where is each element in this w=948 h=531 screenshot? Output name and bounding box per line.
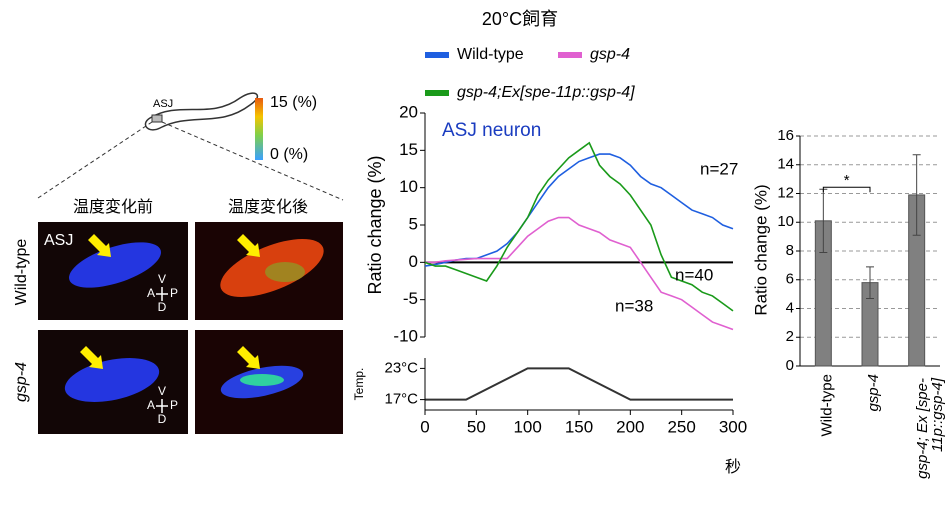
x-tick-label: 250: [667, 417, 695, 436]
chart-title: 20°C飼育: [482, 9, 558, 29]
axis-a: A: [147, 286, 155, 300]
error-bar: [912, 154, 921, 236]
arrows: [80, 234, 260, 369]
row-label: Wild-type: [13, 239, 30, 306]
annotation: ASJ neuron: [442, 120, 541, 141]
y-tick-label: 8: [786, 242, 794, 259]
series-line: [424, 141, 734, 312]
x-axis-label: 秒: [725, 458, 741, 476]
colorbar-max: 15 (%): [270, 94, 317, 111]
y-tick-label: 6: [786, 271, 794, 288]
legend-label: gsp-4: [590, 46, 630, 63]
axis-a: A: [147, 398, 155, 412]
arrow: [237, 346, 260, 369]
zoom-line: [37, 121, 153, 199]
axis-d: D: [158, 412, 167, 426]
axis-v: V: [158, 384, 166, 398]
worm-label: ASJ: [153, 98, 173, 110]
y-tick-label: 23°C: [384, 359, 418, 376]
x-tick-label: 150: [565, 417, 593, 436]
x-tick-label: Wild-type: [818, 374, 835, 437]
x-tick-label: 50: [467, 417, 486, 436]
x-tick-label: 0: [420, 417, 429, 436]
x-tick-label: 100: [513, 417, 541, 436]
colorbar: [255, 98, 263, 160]
y-tick-label: 4: [786, 299, 794, 316]
legend-label: gsp-4;Ex[spe-11p::gsp-4]: [457, 84, 635, 101]
x-tick-label: gsp-4; Ex [spe-11p::gsp-4]: [914, 378, 946, 479]
legend-swatch: [425, 90, 449, 96]
y-axis-label: Temp.: [352, 368, 366, 401]
count-label: n=40: [675, 265, 713, 284]
row-label: gsp-4: [13, 362, 30, 402]
y-tick-label: 12: [777, 184, 794, 201]
y-tick-label: 5: [409, 214, 418, 233]
colorbar-min: 0 (%): [270, 146, 308, 163]
count-label: n=38: [615, 296, 653, 315]
significance-label: *: [844, 172, 850, 189]
y-tick-label: -10: [393, 326, 418, 345]
arrow: [237, 234, 260, 257]
neuron-label: ASJ: [44, 232, 73, 249]
cell-hotspot: [240, 374, 284, 386]
y-tick-label: 20: [399, 102, 418, 121]
series-line: [425, 367, 733, 401]
orientation-cross: [156, 287, 168, 413]
legend-label: Wild-type: [457, 46, 524, 63]
arrow: [88, 234, 111, 257]
y-tick-label: 0: [409, 252, 418, 271]
axis-p: P: [170, 286, 178, 300]
orientation: V A P D V A P D: [147, 272, 178, 426]
significance-bracket: [822, 186, 871, 193]
y-tick-label: 0: [786, 357, 794, 374]
x-tick-label: 300: [719, 417, 747, 436]
column-label: 温度変化前: [73, 198, 153, 216]
worm: [144, 92, 259, 131]
y-tick-label: 16: [777, 127, 794, 144]
cell-hotspot: [265, 262, 305, 282]
legend-swatch: [425, 52, 449, 58]
error-bar: [866, 266, 874, 299]
y-axis-label: Ratio change (%): [751, 184, 770, 315]
axis-v: V: [158, 272, 166, 286]
axis-p: P: [170, 398, 178, 412]
legend-swatch: [558, 52, 582, 58]
count-label: n=27: [700, 159, 738, 178]
arrow: [80, 346, 103, 369]
x-tick-label: gsp-4: [865, 374, 882, 412]
cell: [69, 242, 161, 288]
y-tick-label: 10: [777, 213, 794, 230]
zoom-line: [161, 121, 344, 201]
y-tick-label: -5: [403, 289, 418, 308]
y-axis-label: Ratio change (%): [365, 155, 385, 294]
y-tick-label: 10: [399, 177, 418, 196]
axis-d: D: [158, 300, 167, 314]
series-line: [424, 153, 734, 267]
y-tick-label: 14: [777, 156, 794, 173]
y-tick-label: 15: [399, 140, 418, 159]
y-tick-label: 17°C: [384, 391, 418, 408]
series-line: [425, 216, 734, 331]
y-tick-label: 2: [786, 328, 794, 345]
cell: [64, 358, 160, 402]
column-label: 温度変化後: [228, 198, 308, 216]
x-tick-label: 200: [616, 417, 644, 436]
asj-region: [151, 114, 163, 123]
